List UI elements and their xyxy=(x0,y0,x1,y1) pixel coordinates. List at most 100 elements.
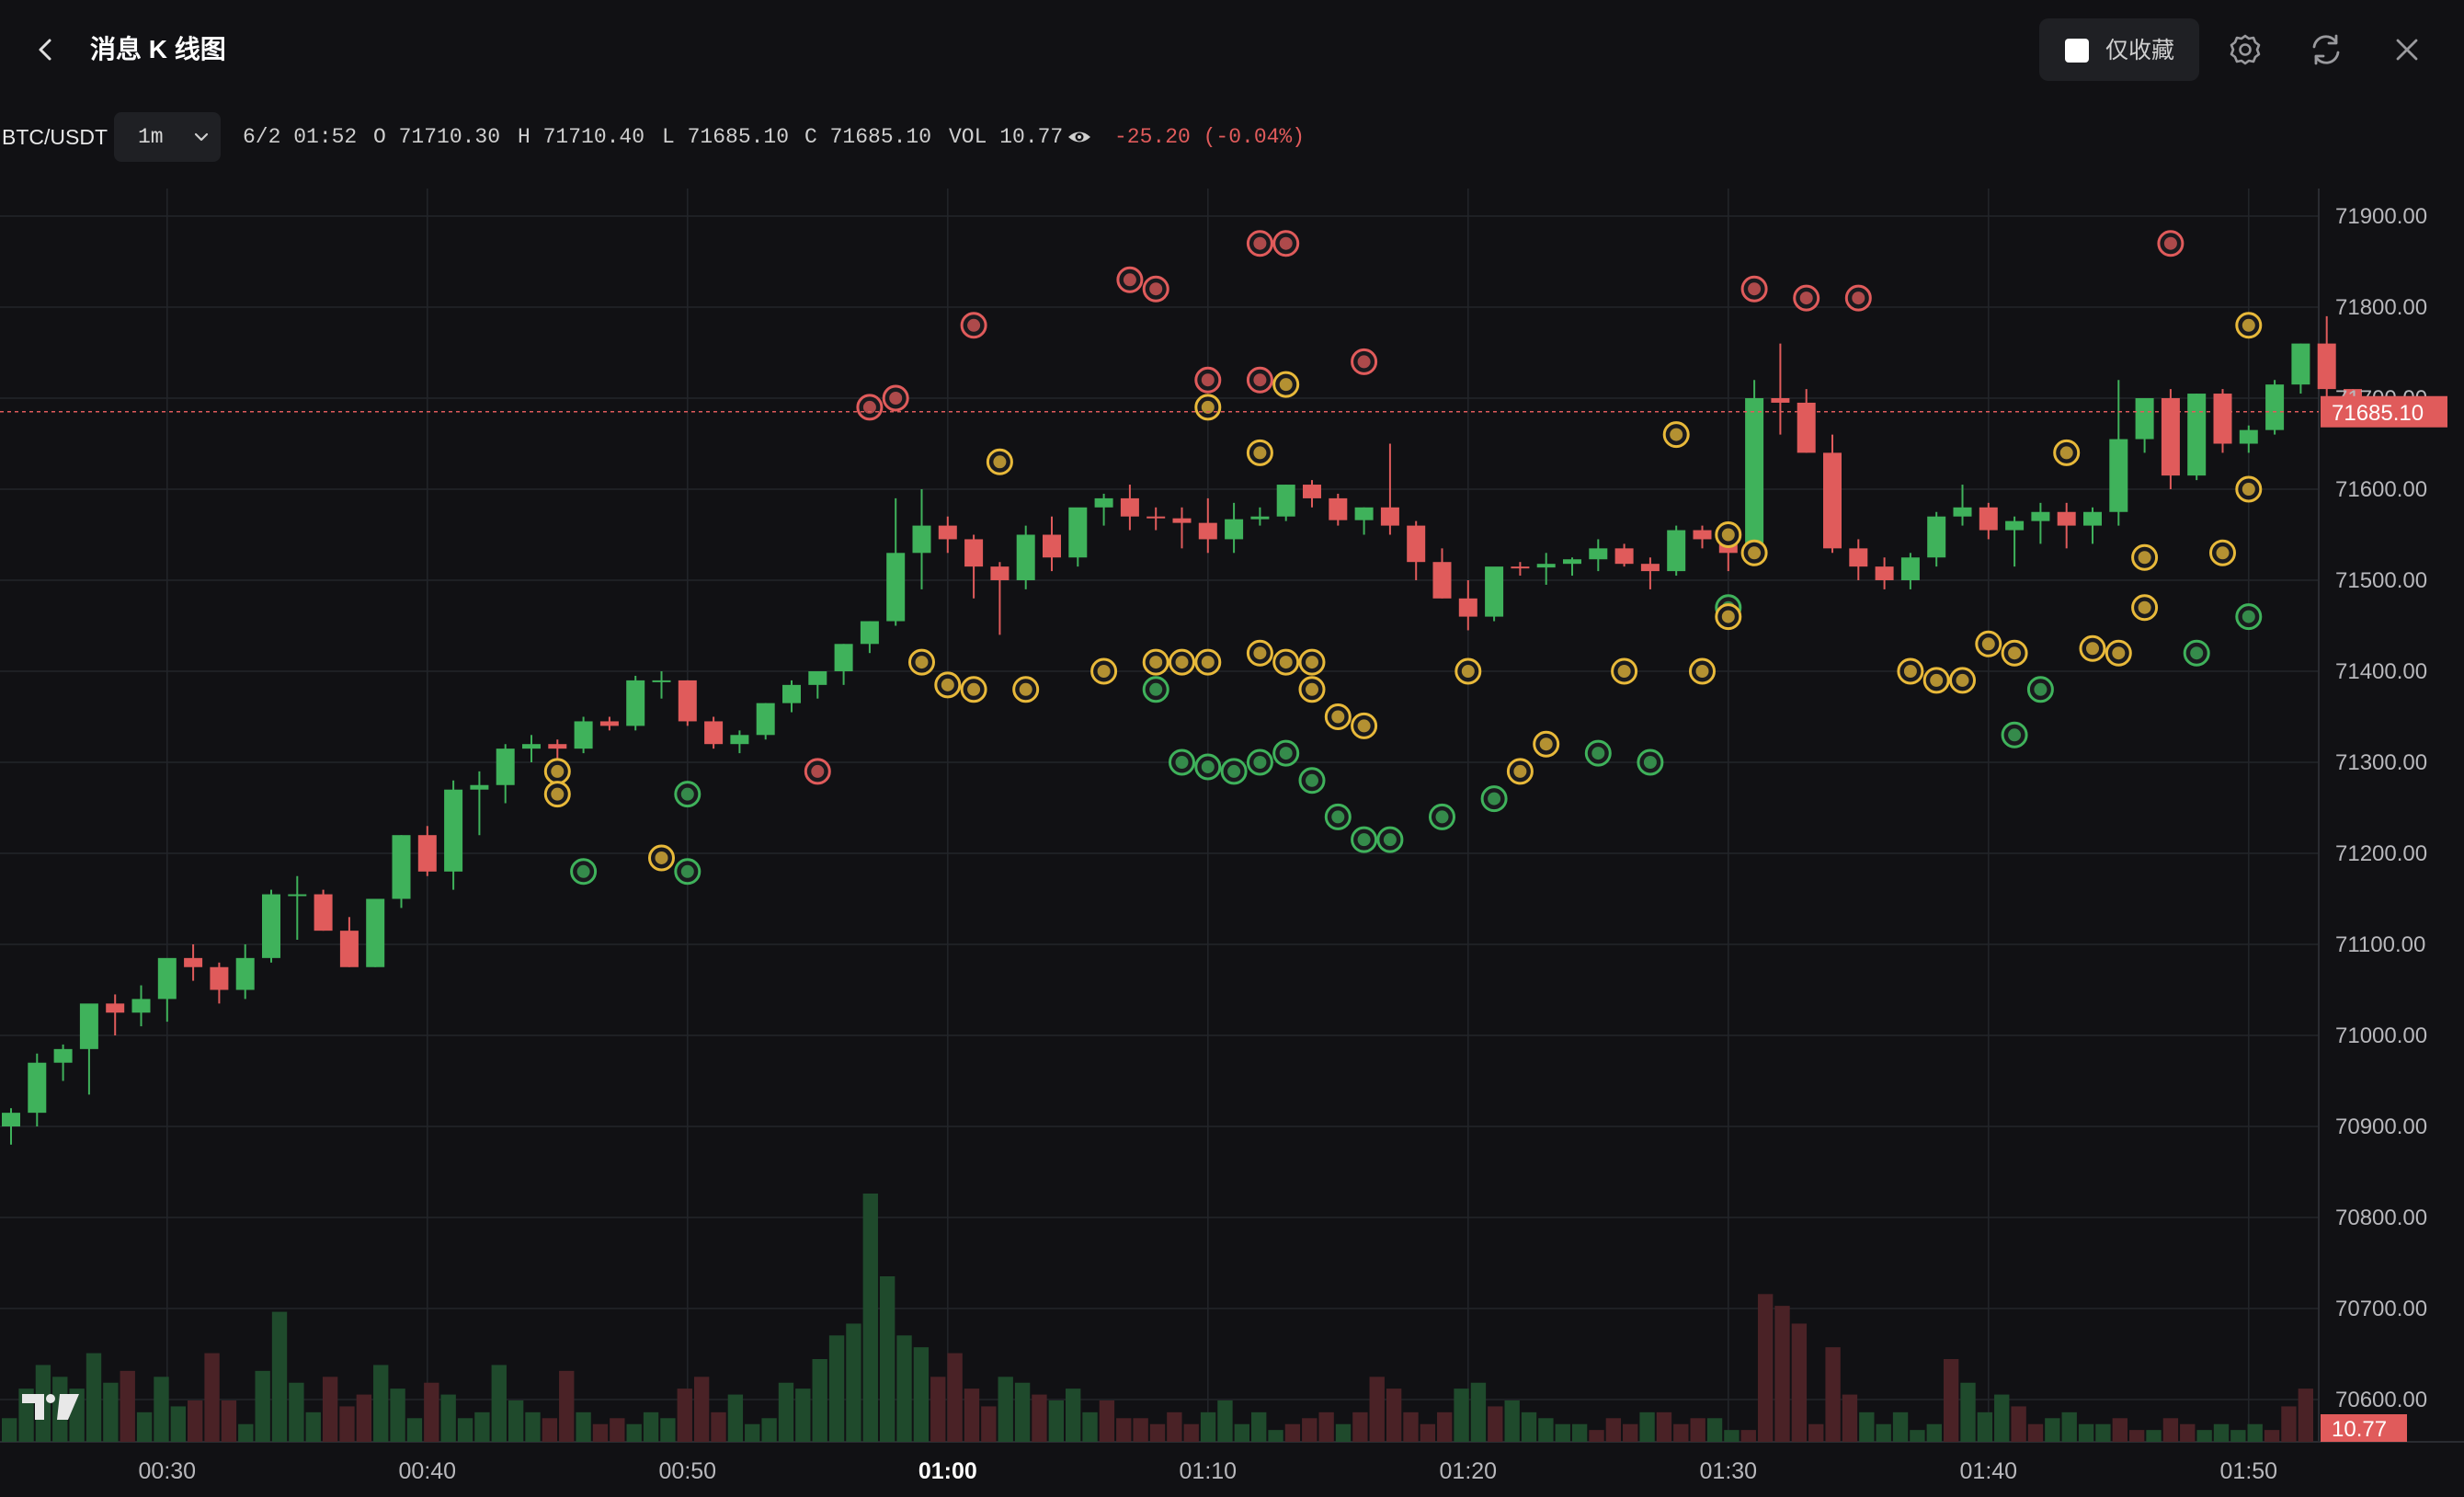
candle-body[interactable] xyxy=(1303,485,1321,498)
settings-button[interactable] xyxy=(2225,29,2265,70)
candle-body[interactable] xyxy=(470,784,489,790)
candle-body[interactable] xyxy=(808,671,827,685)
candle-body[interactable] xyxy=(496,748,515,785)
candle-body[interactable] xyxy=(1043,534,1061,558)
candle-body[interactable] xyxy=(2291,343,2310,385)
candle-body[interactable] xyxy=(157,957,177,1000)
candle-body[interactable] xyxy=(2265,384,2285,430)
back-button[interactable] xyxy=(28,31,64,68)
candle-body[interactable] xyxy=(599,721,619,726)
interval-select[interactable]: 1m xyxy=(114,112,221,162)
candle-body[interactable] xyxy=(912,525,931,554)
candle-body[interactable] xyxy=(1458,598,1477,617)
candle-body[interactable] xyxy=(262,894,280,958)
candle-body[interactable] xyxy=(1380,507,1399,526)
candle-body[interactable] xyxy=(417,835,437,872)
candle-body[interactable] xyxy=(2161,398,2180,476)
candle-body[interactable] xyxy=(730,735,749,745)
candle-body[interactable] xyxy=(652,680,671,682)
candle-body[interactable] xyxy=(1146,516,1166,519)
candle-body[interactable] xyxy=(235,957,255,990)
candle-body[interactable] xyxy=(2317,343,2336,390)
candle-body[interactable] xyxy=(834,644,853,671)
candle-body[interactable] xyxy=(1172,518,1192,523)
candle-body[interactable] xyxy=(1329,497,1348,520)
candle-body[interactable] xyxy=(392,835,411,899)
candle-body[interactable] xyxy=(548,744,567,749)
candle-body[interactable] xyxy=(1068,507,1088,558)
candle-body[interactable] xyxy=(886,553,906,622)
candle-body[interactable] xyxy=(2,1113,20,1126)
candle-body[interactable] xyxy=(1927,516,1946,558)
candle-body[interactable] xyxy=(106,1003,125,1013)
candle-body[interactable] xyxy=(1849,548,1868,567)
candle-body[interactable] xyxy=(1225,519,1244,540)
candle-body[interactable] xyxy=(366,898,385,967)
candle-body[interactable] xyxy=(1250,516,1270,520)
candle-body[interactable] xyxy=(184,957,203,967)
candle-body[interactable] xyxy=(1407,525,1426,563)
candle-body[interactable] xyxy=(53,1048,73,1063)
refresh-icon xyxy=(2312,34,2340,65)
candle-body[interactable] xyxy=(1536,564,1556,568)
candle-body[interactable] xyxy=(2057,511,2076,526)
candle-body[interactable] xyxy=(2239,429,2258,444)
tradingview-logo[interactable] xyxy=(22,1390,79,1423)
candle-body[interactable] xyxy=(678,680,697,722)
candle-body[interactable] xyxy=(938,525,957,540)
candle-body[interactable] xyxy=(1614,548,1634,565)
candle-body[interactable] xyxy=(210,966,229,990)
candle-body[interactable] xyxy=(1589,548,1608,560)
candle-body[interactable] xyxy=(288,894,307,897)
candle-body[interactable] xyxy=(28,1062,47,1114)
eye-icon[interactable] xyxy=(1067,125,1092,149)
candle-body[interactable] xyxy=(2135,398,2154,440)
candle-body[interactable] xyxy=(1745,398,1764,554)
refresh-button[interactable] xyxy=(2306,29,2346,70)
candle-body[interactable] xyxy=(1953,507,1972,517)
candle-body[interactable] xyxy=(1640,564,1660,572)
candle-body[interactable] xyxy=(1823,452,1842,549)
candle-body[interactable] xyxy=(626,680,645,726)
candle-body[interactable] xyxy=(756,703,775,736)
candle-body[interactable] xyxy=(2031,511,2050,521)
candle-body[interactable] xyxy=(131,999,151,1013)
candle-body[interactable] xyxy=(964,539,984,567)
candle-body[interactable] xyxy=(990,566,1010,580)
candle-body[interactable] xyxy=(1016,534,1035,581)
candle-body[interactable] xyxy=(782,684,801,703)
candle-body[interactable] xyxy=(2005,520,2025,531)
candle-body[interactable] xyxy=(1276,485,1295,517)
candle-body[interactable] xyxy=(1667,530,1686,572)
candle-body[interactable] xyxy=(1198,522,1217,540)
candle-body[interactable] xyxy=(2109,439,2128,512)
candle-body[interactable] xyxy=(704,721,724,745)
candle-body[interactable] xyxy=(444,789,463,872)
candle-body[interactable] xyxy=(1485,566,1504,617)
candle-body[interactable] xyxy=(1875,566,1894,580)
candle-body[interactable] xyxy=(1354,507,1374,520)
favorites-checkbox[interactable] xyxy=(2065,39,2089,63)
candle-body[interactable] xyxy=(1120,497,1139,517)
favorites-only-toggle[interactable]: 仅收藏 xyxy=(2039,18,2199,81)
candle-body[interactable] xyxy=(1511,566,1530,569)
candle-body[interactable] xyxy=(2083,511,2102,526)
candle-body[interactable] xyxy=(1979,507,1998,531)
candle-body[interactable] xyxy=(574,721,593,749)
candle-body[interactable] xyxy=(1771,398,1790,403)
candle-body[interactable] xyxy=(1693,530,1712,540)
close-button[interactable] xyxy=(2387,29,2427,70)
candle-body[interactable] xyxy=(522,744,541,749)
candle-body[interactable] xyxy=(1563,559,1581,565)
candle-body[interactable] xyxy=(1797,402,1816,453)
candle-body[interactable] xyxy=(79,1003,98,1049)
candle-body[interactable] xyxy=(339,931,359,967)
candle-body[interactable] xyxy=(2213,394,2232,444)
candle-body[interactable] xyxy=(1900,557,1920,580)
candle-body[interactable] xyxy=(860,621,879,645)
candle-body[interactable] xyxy=(1094,497,1113,508)
candle-body[interactable] xyxy=(314,894,333,931)
candle-body[interactable] xyxy=(2187,394,2207,476)
candle-body[interactable] xyxy=(1432,562,1452,599)
